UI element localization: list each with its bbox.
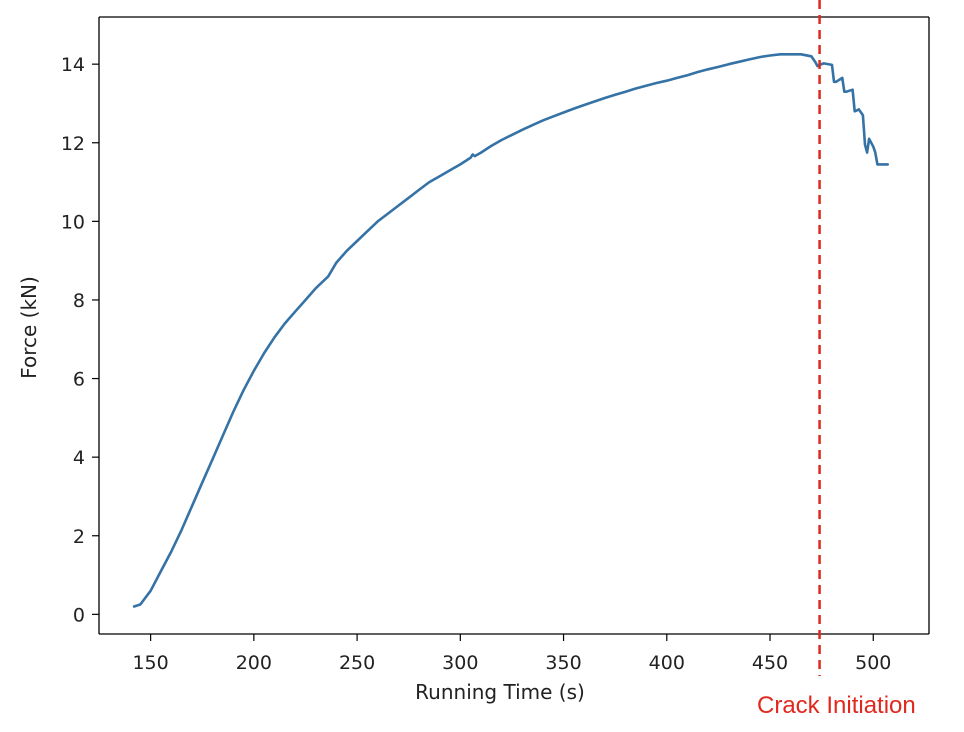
x-tick-label: 450 (752, 652, 788, 674)
x-tick-label: 400 (649, 652, 685, 674)
x-tick-label: 350 (545, 652, 581, 674)
y-tick-label: 0 (73, 604, 85, 626)
y-tick-label: 10 (61, 211, 85, 233)
x-axis-label: Running Time (s) (415, 680, 585, 704)
x-tick-label: 250 (339, 652, 375, 674)
y-tick-label: 14 (61, 54, 85, 76)
x-axis-ticks: 150 200 250 300 350 400 450 500 (132, 634, 891, 674)
x-tick-label: 300 (442, 652, 478, 674)
plot-area (132, 52, 890, 608)
x-tick-label: 200 (236, 652, 272, 674)
y-axis-ticks: 0 2 4 6 8 10 12 14 (61, 54, 99, 626)
y-tick-label: 8 (73, 290, 85, 312)
y-tick-label: 4 (73, 447, 85, 469)
y-axis-label: Force (kN) (17, 276, 41, 379)
x-tick-label: 150 (132, 652, 168, 674)
y-tick-label: 12 (61, 133, 85, 155)
force-series-line (132, 52, 890, 608)
crack-initiation-label: Crack Initiation (757, 692, 916, 719)
x-tick-label: 500 (855, 652, 891, 674)
y-tick-label: 2 (73, 526, 85, 548)
y-tick-label: 6 (73, 369, 85, 391)
